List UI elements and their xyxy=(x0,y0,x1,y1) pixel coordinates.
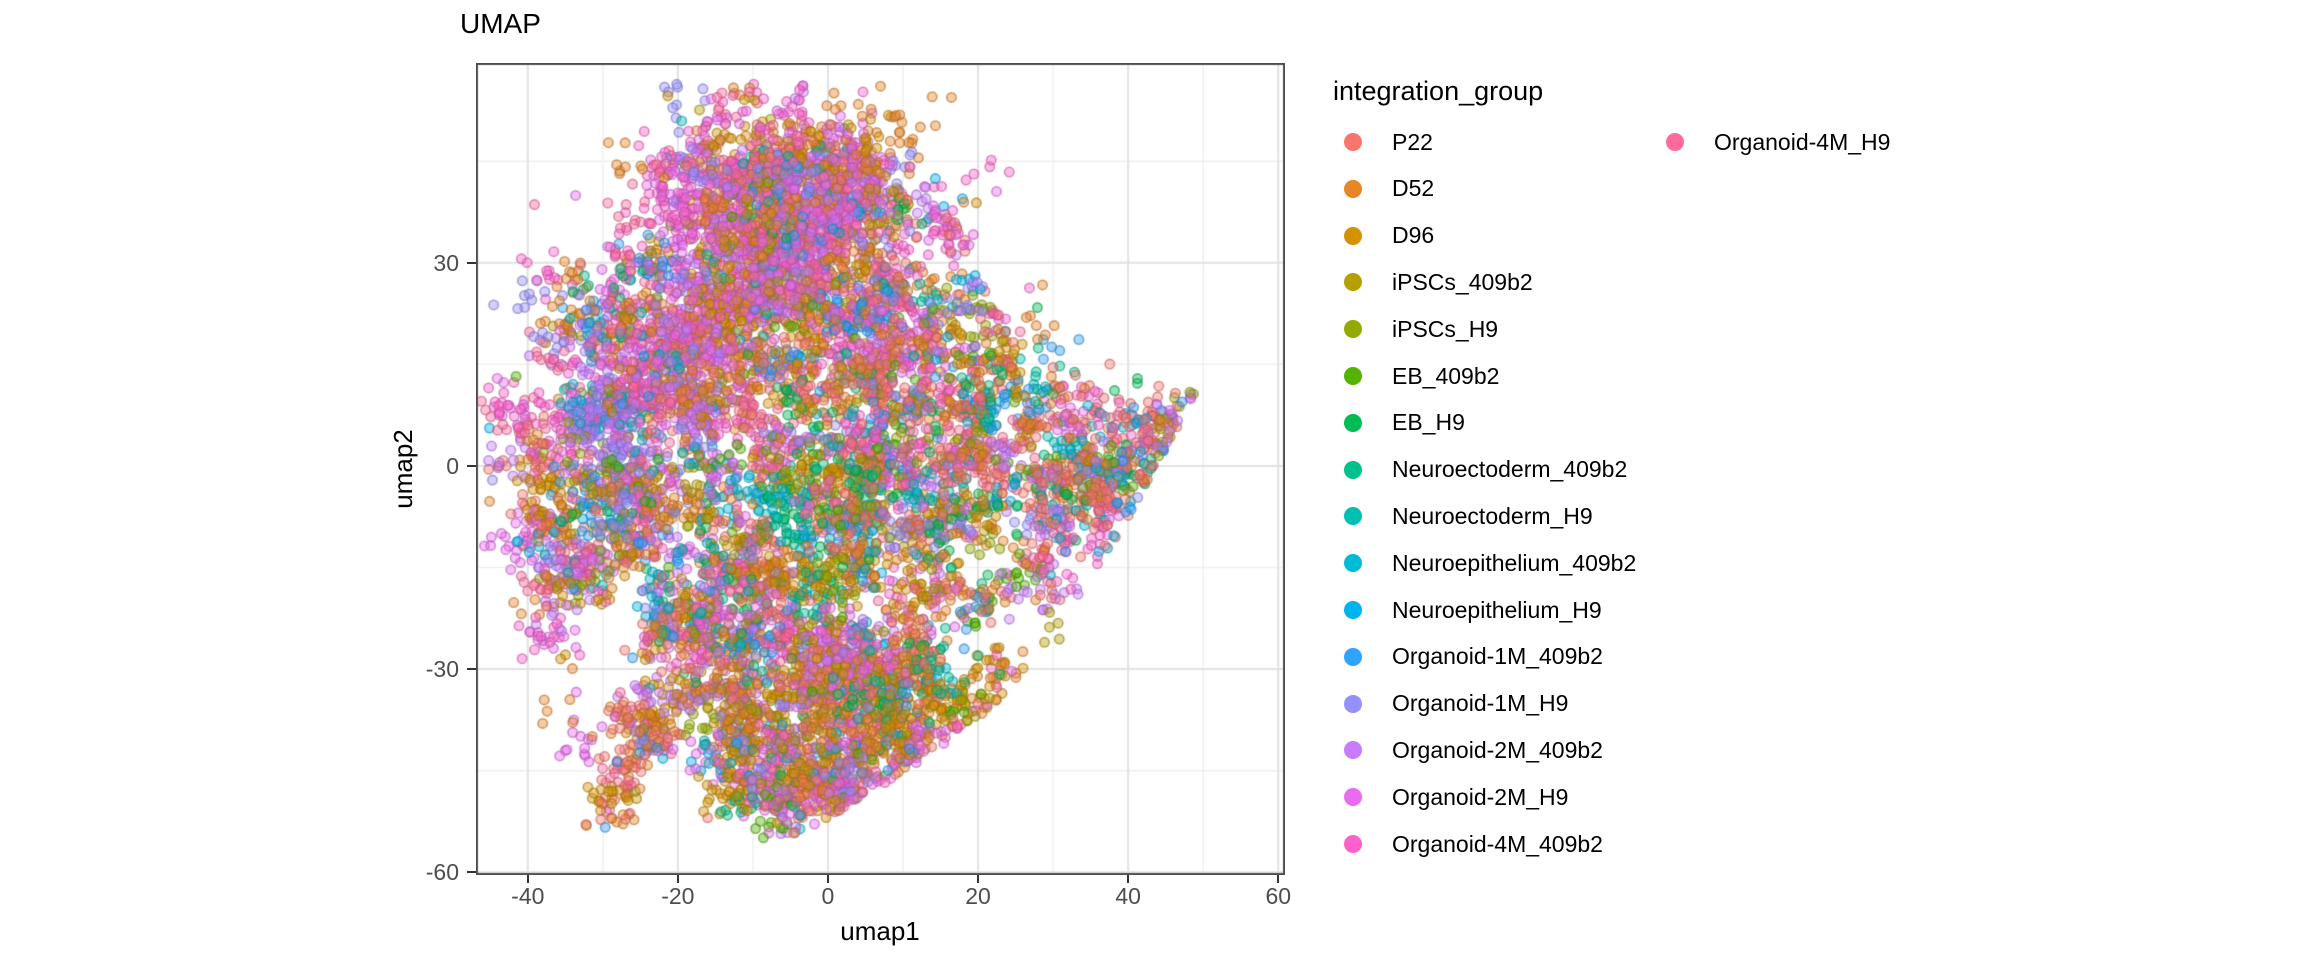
legend-item-label: Organoid-4M_409b2 xyxy=(1392,830,1603,857)
legend-item-label: D52 xyxy=(1392,175,1435,202)
y-tick-label: -60 xyxy=(425,859,459,886)
y-tick-mark xyxy=(467,871,476,874)
legend-item-P22: P22 xyxy=(1344,119,1433,165)
y-tick-mark xyxy=(467,261,476,264)
x-tick-mark xyxy=(826,875,829,883)
legend-key-dot xyxy=(1344,320,1362,339)
legend-item-D96: D96 xyxy=(1344,213,1434,259)
x-tick-label: 0 xyxy=(821,883,835,909)
legend-key-dot xyxy=(1344,788,1362,807)
legend-key-dot xyxy=(1344,413,1362,432)
y-tick-mark xyxy=(467,668,476,671)
legend-key-dot xyxy=(1344,741,1362,760)
legend-item-label: Neuroectoderm_409b2 xyxy=(1392,456,1628,483)
legend-key-dot xyxy=(1344,507,1362,526)
legend-item-Organoid-2M_409b2: Organoid-2M_409b2 xyxy=(1344,727,1603,773)
y-tick-label: -30 xyxy=(425,656,459,683)
legend-item-label: Neuroepithelium_409b2 xyxy=(1392,549,1637,576)
legend-item-Organoid-4M_H9: Organoid-4M_H9 xyxy=(1666,119,1890,165)
legend-item-label: P22 xyxy=(1392,128,1433,155)
legend-title: integration_group xyxy=(1333,76,1544,106)
x-tick-mark xyxy=(676,875,679,883)
legend-key-dot xyxy=(1344,647,1362,666)
legend-item-EB_409b2: EB_409b2 xyxy=(1344,353,1499,399)
legend-item-EB_H9: EB_H9 xyxy=(1344,400,1465,446)
x-tick-mark xyxy=(1127,875,1130,883)
x-tick-mark xyxy=(1277,875,1280,883)
x-tick-label: 20 xyxy=(965,883,991,909)
umap-scatter-panel xyxy=(476,63,1285,875)
legend-item-iPSCs_H9: iPSCs_H9 xyxy=(1344,306,1498,352)
legend-key-dot xyxy=(1344,273,1362,292)
legend-item-label: Neuroectoderm_H9 xyxy=(1392,502,1593,529)
plot-title: UMAP xyxy=(460,8,541,39)
x-tick-mark xyxy=(977,875,980,883)
legend-item-Neuroepithelium_H9: Neuroepithelium_H9 xyxy=(1344,587,1602,633)
x-tick-mark xyxy=(526,875,529,883)
y-tick-label: 30 xyxy=(433,249,459,276)
x-tick-label: 40 xyxy=(1115,883,1141,909)
legend-item-label: Organoid-2M_H9 xyxy=(1392,783,1569,810)
x-tick-label: -40 xyxy=(511,883,545,909)
legend-item-iPSCs_409b2: iPSCs_409b2 xyxy=(1344,259,1533,305)
legend-key-dot xyxy=(1344,554,1362,573)
legend-item-label: D96 xyxy=(1392,222,1435,249)
legend-item-label: EB_H9 xyxy=(1392,409,1465,436)
y-tick-mark xyxy=(467,464,476,467)
y-axis-title: umap2 xyxy=(388,429,418,509)
legend-key-dot xyxy=(1666,133,1684,151)
legend-key-dot xyxy=(1344,694,1362,713)
x-axis-title: umap1 xyxy=(840,916,920,946)
legend-item-label: Organoid-4M_H9 xyxy=(1714,128,1891,155)
legend-item-label: Organoid-1M_409b2 xyxy=(1392,643,1603,670)
legend-item-D52: D52 xyxy=(1344,166,1434,212)
legend-key-dot xyxy=(1344,179,1362,198)
legend-item-label: iPSCs_409b2 xyxy=(1392,268,1533,295)
legend-item-label: iPSCs_H9 xyxy=(1392,315,1499,342)
legend-item-Organoid-1M_H9: Organoid-1M_H9 xyxy=(1344,681,1568,727)
legend-key-dot xyxy=(1344,835,1362,853)
legend-key-dot xyxy=(1344,601,1362,619)
legend-item-label: Neuroepithelium_H9 xyxy=(1392,596,1602,623)
legend-item-label: EB_409b2 xyxy=(1392,362,1500,389)
legend-key-dot xyxy=(1344,460,1362,479)
legend-item-label: Organoid-1M_H9 xyxy=(1392,690,1569,717)
legend-item-Neuroectoderm_409b2: Neuroectoderm_409b2 xyxy=(1344,447,1627,493)
legend-item-Organoid-2M_H9: Organoid-2M_H9 xyxy=(1344,774,1568,820)
x-tick-label: 60 xyxy=(1265,883,1292,909)
legend-item-label: Organoid-2M_409b2 xyxy=(1392,736,1603,763)
legend-key-dot xyxy=(1344,226,1362,245)
y-tick-label: 0 xyxy=(446,452,459,479)
legend-item-Organoid-4M_409b2: Organoid-4M_409b2 xyxy=(1344,821,1603,867)
legend-item-Neuroepithelium_409b2: Neuroepithelium_409b2 xyxy=(1344,540,1636,586)
legend-item-Neuroectoderm_H9: Neuroectoderm_H9 xyxy=(1344,493,1593,539)
legend-item-Organoid-1M_409b2: Organoid-1M_409b2 xyxy=(1344,634,1603,680)
legend-key-dot xyxy=(1344,133,1362,151)
x-tick-label: -20 xyxy=(661,883,695,909)
legend-key-dot xyxy=(1344,367,1362,385)
